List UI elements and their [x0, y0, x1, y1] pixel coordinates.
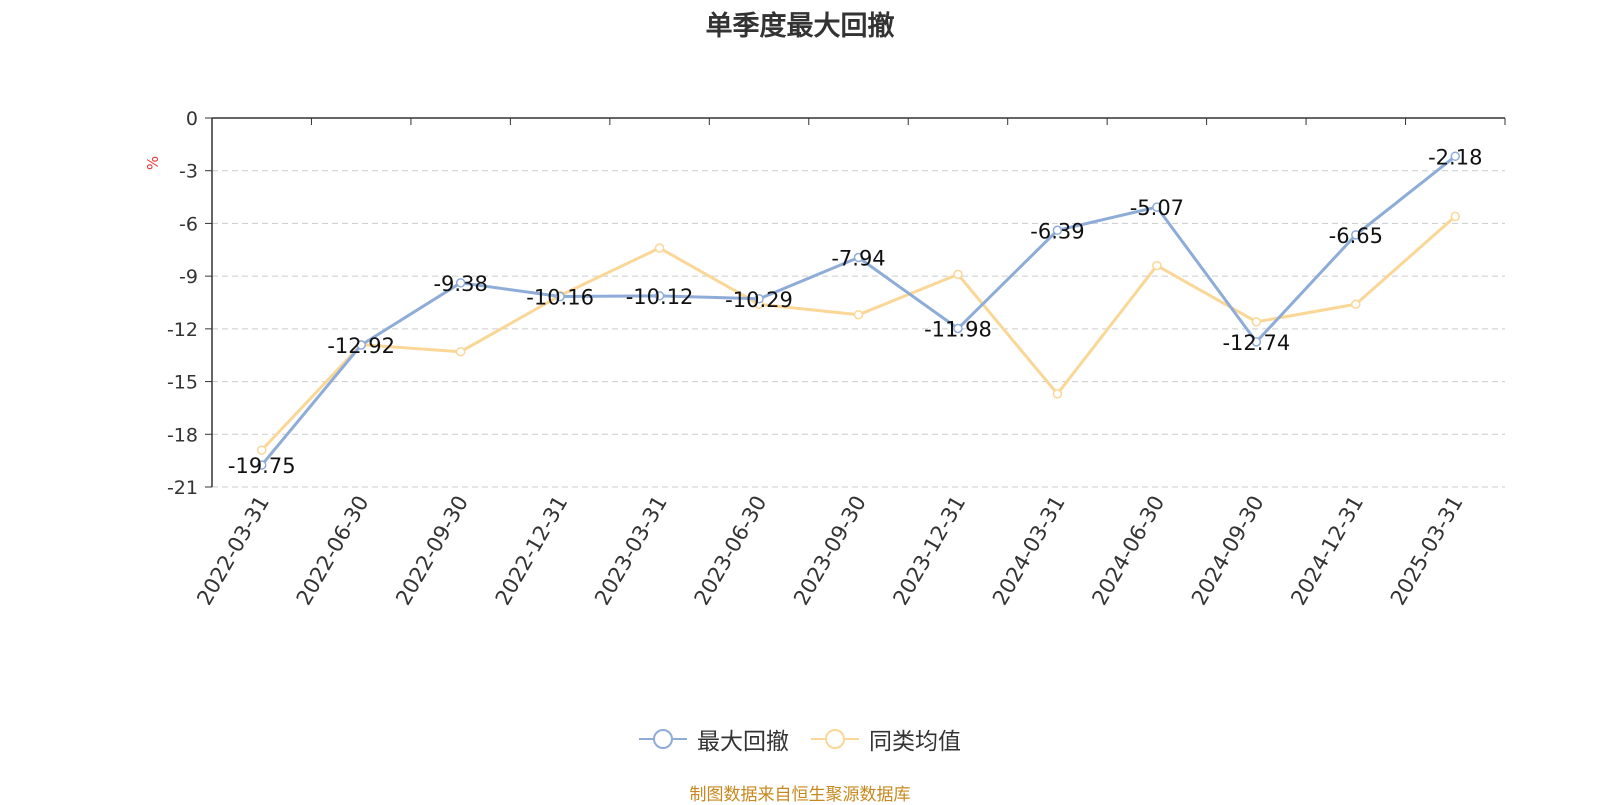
x-tick-label: 2024-09-30 — [1187, 492, 1269, 610]
y-tick-label: 0 — [186, 108, 198, 130]
legend-item[interactable]: 同类均值 — [811, 722, 961, 756]
x-tick-label: 2024-06-30 — [1087, 492, 1169, 610]
x-tick-label: 2023-06-30 — [690, 492, 772, 610]
y-tick-label: -21 — [167, 477, 198, 499]
y-tick-label: -9 — [179, 266, 198, 288]
data-point — [1351, 230, 1361, 240]
data-label: -12.92 — [327, 334, 395, 358]
data-label: -10.16 — [526, 286, 594, 310]
data-point — [953, 323, 963, 334]
x-tick-label: 2024-12-31 — [1286, 492, 1368, 610]
y-tick-label: -15 — [167, 372, 198, 394]
data-point — [455, 278, 466, 288]
data-label: -9.38 — [433, 272, 487, 296]
legend-item[interactable]: 最大回撤 — [639, 722, 789, 756]
data-point — [853, 252, 864, 263]
data-point — [654, 243, 665, 253]
data-label: -12.74 — [1222, 331, 1290, 355]
data-point — [1152, 260, 1162, 271]
data-point — [356, 340, 366, 350]
x-tick-label: 2024-03-31 — [988, 492, 1070, 610]
data-label: -7.94 — [831, 247, 885, 271]
data-label: -19.75 — [228, 454, 296, 478]
data-point — [1052, 389, 1063, 399]
x-tick-label: 2023-12-31 — [888, 492, 970, 610]
data-point — [1450, 211, 1461, 222]
y-tick-label: -6 — [179, 213, 198, 235]
data-point — [1251, 337, 1262, 347]
data-point — [754, 294, 764, 304]
data-point — [555, 291, 565, 302]
y-tick-label: -12 — [167, 319, 198, 341]
data-point — [1450, 151, 1461, 162]
data-label: -5.07 — [1130, 196, 1184, 220]
data-point — [654, 291, 665, 301]
x-tick-label: 2022-03-31 — [192, 492, 274, 610]
chart-title: 单季度最大回撤 — [705, 11, 895, 42]
legend-label: 同类均值 — [869, 729, 961, 755]
data-point — [1251, 317, 1262, 327]
data-point — [1152, 202, 1162, 212]
legend-marker-icon — [811, 729, 859, 749]
y-axis-unit: % — [144, 156, 162, 170]
data-point — [853, 310, 864, 320]
x-tick-label: 2023-09-30 — [789, 492, 871, 610]
data-point — [256, 460, 267, 470]
data-label: -10.12 — [626, 285, 694, 309]
x-tick-label: 2022-09-30 — [391, 491, 473, 609]
data-point — [455, 346, 466, 357]
source-note: 制图数据来自恒生聚源数据库 — [689, 785, 911, 805]
y-tick-label: -18 — [167, 424, 198, 446]
data-label: -2.18 — [1428, 145, 1482, 169]
data-point — [256, 445, 267, 455]
x-tick-label: 2023-03-31 — [590, 492, 672, 610]
x-tick-label: 2022-06-30 — [292, 492, 374, 610]
legend: 最大回撤 同类均值 — [0, 722, 1600, 756]
data-label: -6.65 — [1329, 224, 1383, 248]
legend-label: 最大回撤 — [697, 729, 789, 755]
data-point — [1351, 299, 1361, 310]
data-point — [953, 269, 963, 280]
data-label: -11.98 — [924, 318, 992, 342]
x-tick-label: 2022-12-31 — [491, 492, 573, 610]
x-tick-label: 2025-03-31 — [1386, 492, 1468, 610]
y-tick-label: -3 — [179, 161, 198, 183]
data-label: -6.39 — [1030, 219, 1084, 243]
legend-marker-icon — [639, 729, 687, 749]
data-label: -10.29 — [725, 288, 793, 312]
data-point — [1052, 225, 1063, 236]
